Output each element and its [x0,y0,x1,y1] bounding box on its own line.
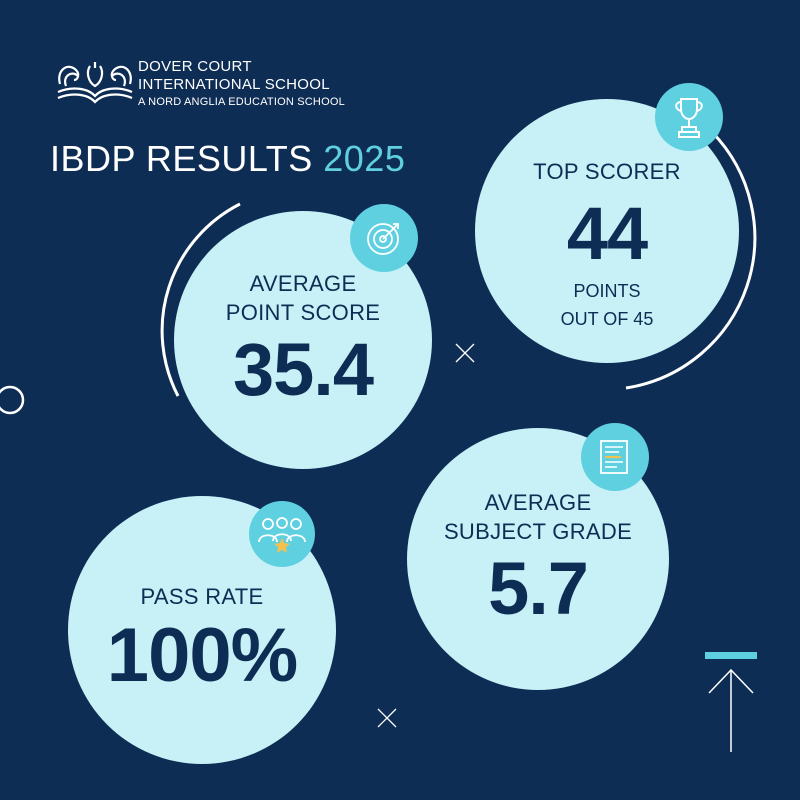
x-mark-2 [377,708,397,728]
arc-top-scorer [625,130,757,390]
accent-bar [705,652,757,659]
stat-top-scorer: TOP SCORER 44 POINTS OUT OF 45 [475,99,739,363]
target-icon [350,204,418,272]
stat-average-subject-grade: AVERAGE SUBJECT GRADE 5.7 [407,428,669,690]
x-mark-1 [455,343,475,363]
stat-label-line1: AVERAGE [484,490,592,515]
title-text: IBDP RESULTS [50,138,313,179]
page-title: IBDP RESULTS 2025 [50,138,405,180]
stat-value: 100% [106,613,298,698]
stat-label: TOP SCORER [533,159,681,184]
school-tagline: A NORD ANGLIA EDUCATION SCHOOL [138,96,345,108]
stat-label: AVERAGE POINT SCORE [174,269,432,327]
school-name-line1: DOVER COURT [138,58,252,75]
stat-subtext: POINTS OUT OF 45 [475,277,739,333]
up-arrow-icon [708,668,754,752]
document-icon [581,423,649,491]
stat-label-line2: POINT SCORE [225,300,381,325]
stat-label: AVERAGE SUBJECT GRADE [407,488,669,546]
title-year: 2025 [323,138,406,179]
stat-label-line1: AVERAGE [249,271,357,296]
swan-book-crest-icon [57,62,133,104]
stat-label: PASS RATE [140,584,264,609]
arc-average-point-score [160,202,241,397]
school-name-line2: INTERNATIONAL SCHOOL [138,76,330,93]
stat-value: 35.4 [232,328,374,411]
ring-decoration [0,385,25,415]
stat-subtext-line2: OUT OF 45 [560,309,654,329]
stat-value: 44 [566,192,648,275]
people-star-icon [249,501,315,567]
trophy-icon [655,83,723,151]
stat-label-line2: SUBJECT GRADE [443,519,633,544]
stat-value: 5.7 [488,547,589,630]
stat-subtext-line1: POINTS [573,281,641,301]
